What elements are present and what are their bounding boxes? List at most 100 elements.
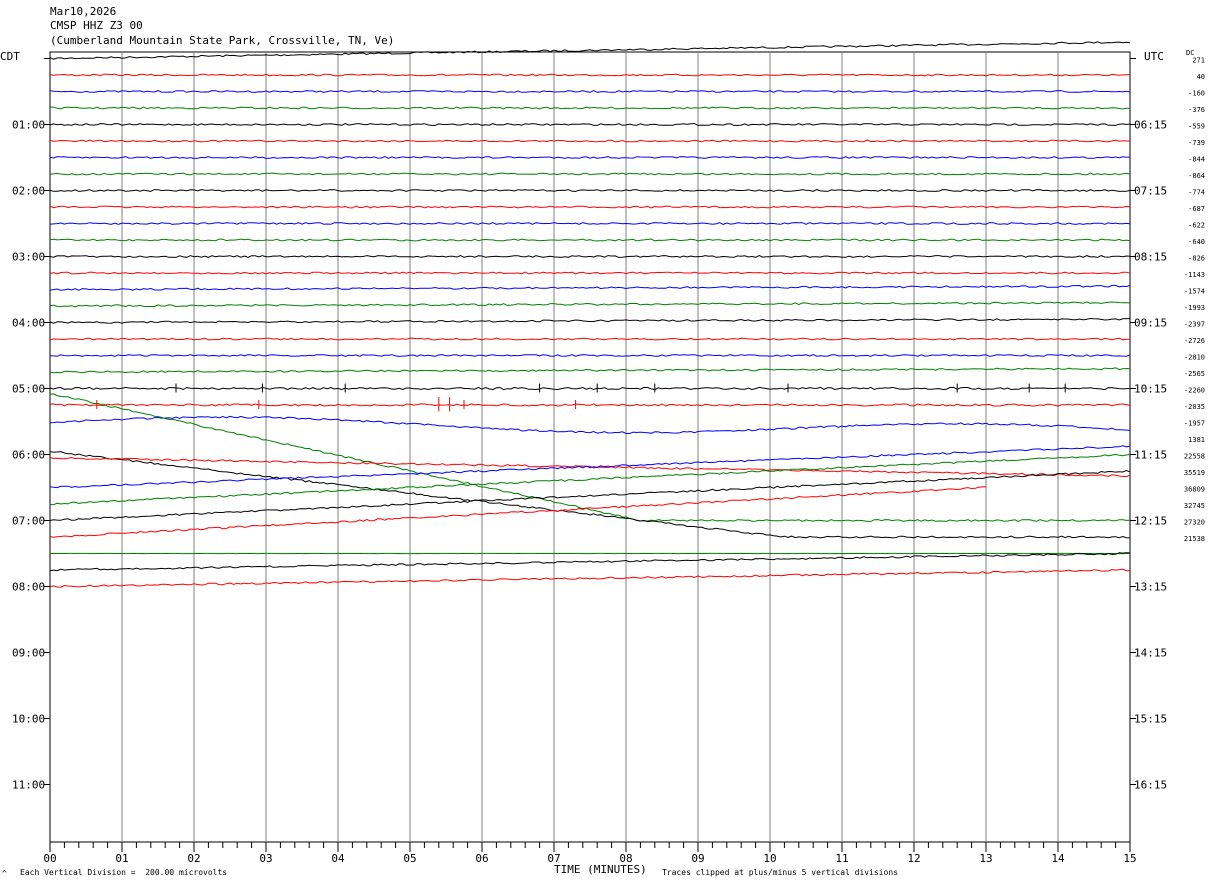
trace-row-10 — [49, 222, 1131, 225]
utc-hour-label: 10:15 — [1134, 383, 1167, 396]
cdt-hour-label: 11:00 — [12, 779, 45, 792]
seismic-traces — [49, 41, 1131, 588]
x-tick-label-06: 06 — [475, 852, 488, 865]
dc-offset-label: -2397 — [1184, 321, 1205, 329]
trace-row-29 — [49, 486, 986, 538]
trace-row-1 — [49, 73, 1131, 77]
dc-offset-label: -2035 — [1184, 403, 1205, 411]
x-tick-label-02: 02 — [187, 852, 200, 865]
x-tick-label-01: 01 — [115, 852, 128, 865]
dc-offset-label: -640 — [1188, 238, 1205, 246]
dc-offset-label: 271 — [1192, 57, 1205, 65]
cdt-hour-label: 06:00 — [12, 449, 45, 462]
utc-hour-label: 06:15 — [1134, 119, 1167, 132]
dc-offset-label: -774 — [1188, 189, 1205, 197]
trace-row-24 — [49, 451, 1131, 539]
clip-note: Traces clipped at plus/minus 5 vertical … — [662, 868, 899, 877]
cdt-hour-label: 10:00 — [12, 713, 45, 726]
minute-gridlines — [121, 52, 1059, 842]
dc-offset-label: -1957 — [1184, 420, 1205, 428]
header-date: Mar10,2026 — [50, 5, 117, 18]
trace-row-20 — [49, 386, 1130, 391]
trace-row-12 — [49, 255, 1131, 258]
dc-offset-label: 1381 — [1188, 436, 1205, 444]
utc-hour-label: 12:15 — [1134, 515, 1167, 528]
dc-offset-label: -376 — [1188, 106, 1205, 114]
cdt-hour-label: 04:00 — [12, 317, 45, 330]
header-location: (Cumberland Mountain State Park, Crossvi… — [50, 34, 395, 47]
trace-row-2 — [49, 90, 1131, 93]
dc-offset-label: 40 — [1197, 73, 1205, 81]
dc-offset-label: -2260 — [1184, 387, 1205, 395]
dc-offset-label: -826 — [1188, 255, 1205, 263]
dc-offset-label: -687 — [1188, 205, 1205, 213]
utc-hour-label: 13:15 — [1134, 581, 1167, 594]
utc-hour-label: 14:15 — [1134, 647, 1167, 660]
x-tick-label-13: 13 — [979, 852, 992, 865]
dc-offset-label: -1574 — [1184, 288, 1205, 296]
trace-row-32 — [49, 568, 1131, 588]
trace-row-18 — [49, 354, 1131, 357]
x-tick-label-03: 03 — [259, 852, 272, 865]
x-tick-label-08: 08 — [619, 852, 632, 865]
cdt-hour-label: 03:00 — [12, 251, 45, 264]
dc-offset-label: -2810 — [1184, 354, 1205, 362]
corner-mark: ^ — [2, 869, 7, 878]
utc-hour-label: 07:15 — [1134, 185, 1167, 198]
x-tick-label-10: 10 — [763, 852, 776, 865]
x-tick-label-05: 05 — [403, 852, 416, 865]
dc-offset-label: 22558 — [1184, 453, 1205, 461]
utc-hour-label: 15:15 — [1134, 713, 1167, 726]
trace-row-21 — [49, 403, 1131, 407]
axis-labels: 00 01 02 03 04 05 06 07 08 09 10 11 12 13 14 15 01:00 02:… — [12, 57, 1205, 866]
dc-label: DC — [1186, 49, 1195, 57]
dc-offset-label: -559 — [1188, 123, 1205, 131]
cdt-hour-label: 01:00 — [12, 119, 45, 132]
dc-offset-label: -844 — [1188, 156, 1205, 164]
x-tick-label-09: 09 — [691, 852, 704, 865]
x-axis-ticks — [44, 58, 1136, 852]
cdt-hour-label: 07:00 — [12, 515, 45, 528]
dc-offset-label: -864 — [1188, 172, 1205, 180]
trace-row-19 — [49, 367, 1131, 374]
utc-hour-label: 09:15 — [1134, 317, 1167, 330]
utc-hour-label: 16:15 — [1134, 779, 1167, 792]
trace-row-4 — [49, 123, 1131, 126]
trace-row-16 — [49, 317, 1130, 324]
trace-row-6 — [49, 156, 1131, 159]
cdt-hour-label: 02:00 — [12, 185, 45, 198]
plot-frame — [49, 51, 1131, 843]
x-tick-label-07: 07 — [547, 852, 560, 865]
trace-row-3 — [49, 106, 1130, 110]
trace-row-11 — [49, 238, 1131, 242]
utc-label: UTC — [1144, 50, 1164, 63]
trace-row-28 — [49, 469, 1131, 521]
trace-row-14 — [49, 284, 1131, 291]
trace-row-8 — [49, 189, 1131, 192]
dc-offset-label: -1993 — [1184, 304, 1205, 312]
dc-offset-label: -622 — [1188, 222, 1205, 230]
header-station: CMSP HHZ Z3 00 — [50, 19, 143, 32]
x-tick-label-11: 11 — [835, 852, 848, 865]
scale-note: Each Vertical Division = 200.00 microvol… — [20, 868, 228, 877]
dc-offset-label: -739 — [1188, 139, 1205, 147]
dc-offset-label: -160 — [1188, 90, 1205, 98]
trace-row-7 — [49, 172, 1131, 176]
x-tick-label-15: 15 — [1123, 852, 1136, 865]
x-tick-label-14: 14 — [1051, 852, 1065, 865]
dc-offset-label: 36809 — [1184, 486, 1205, 494]
cdt-label: CDT — [0, 50, 20, 63]
utc-hour-label: 08:15 — [1134, 251, 1167, 264]
trace-row-26 — [49, 445, 1131, 489]
trace-row-13 — [49, 271, 1131, 275]
dc-offset-label: 32745 — [1184, 502, 1205, 510]
dc-offset-label: -2565 — [1184, 370, 1205, 378]
trace-row-27 — [49, 453, 1131, 506]
trace-row-17 — [49, 337, 1131, 341]
trace-row-9 — [49, 205, 1131, 209]
utc-hour-label: 11:15 — [1134, 449, 1167, 462]
trace-row-22 — [49, 415, 1131, 434]
dc-offset-label: 21538 — [1184, 535, 1205, 543]
trace-row-15 — [49, 301, 1131, 308]
